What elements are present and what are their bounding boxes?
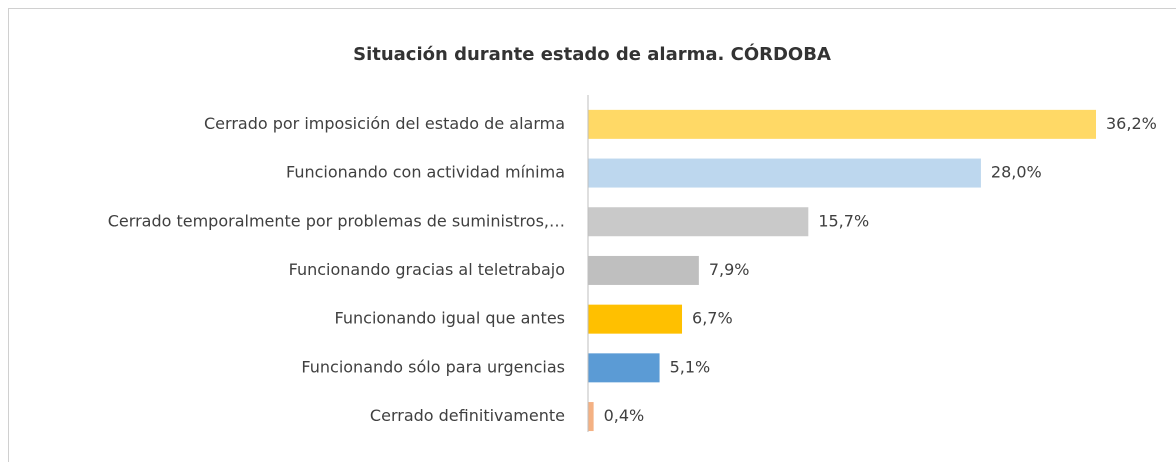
y-tick-label: Funcionando con actividad mínima [286, 163, 565, 182]
bar [588, 304, 683, 334]
y-tick-label: Cerrado temporalmente por problemas de s… [108, 211, 565, 230]
y-tick-label: Funcionando sólo para urgencias [301, 357, 565, 376]
y-tick-label: Cerrado definitivamente [370, 406, 565, 425]
data-label: 15,7% [818, 211, 869, 230]
bar [588, 207, 809, 237]
bar [588, 109, 1096, 139]
y-tick-label: Cerrado por imposición del estado de ala… [204, 114, 565, 133]
data-label: 28,0% [991, 163, 1042, 182]
data-label: 7,9% [709, 260, 750, 279]
data-label: 6,7% [692, 309, 733, 328]
data-label: 0,4% [604, 406, 645, 425]
bar [588, 353, 660, 383]
bar [588, 158, 981, 188]
data-label: 36,2% [1106, 114, 1157, 133]
y-tick-label: Funcionando igual que antes [335, 309, 565, 328]
bar [588, 255, 699, 285]
y-tick-label: Funcionando gracias al teletrabajo [289, 260, 565, 279]
bar [588, 402, 594, 432]
chart-title: Situación durante estado de alarma. CÓRD… [353, 43, 831, 65]
data-label: 5,1% [670, 357, 711, 376]
